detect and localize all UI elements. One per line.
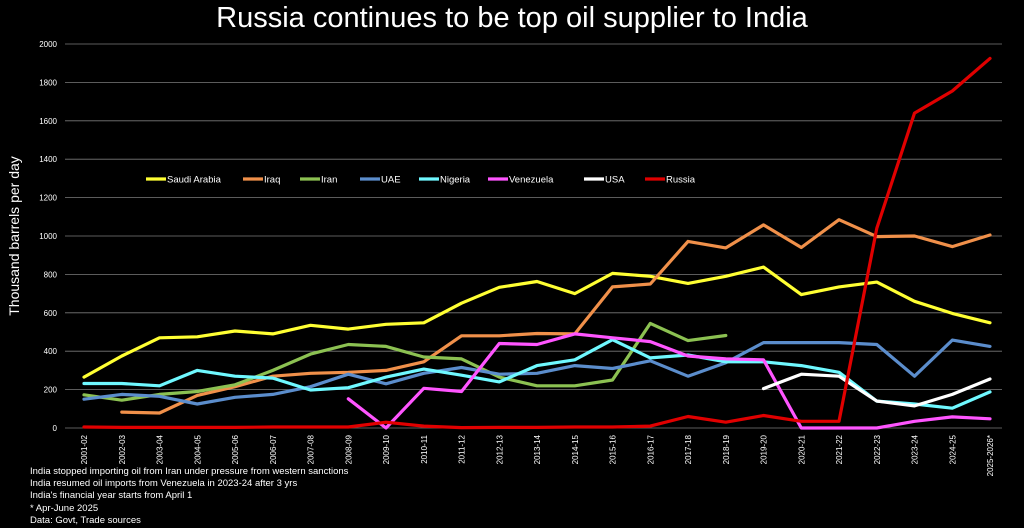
chart-title: Russia continues to be top oil supplier … <box>216 2 808 34</box>
series-line-uae <box>82 338 992 406</box>
gridlines <box>65 43 1002 429</box>
y-tick-label: 600 <box>44 309 58 318</box>
note-venezuela: India resumed oil imports from Venezuela… <box>30 478 298 490</box>
x-tick-label: 2008-09 <box>344 434 353 464</box>
note-period: * Apr-June 2025 <box>30 502 99 514</box>
legend-label-saudi-arabia: Saudi Arabia <box>167 175 222 186</box>
legend: Saudi Arabia Iraq Iran UAE Nigeria Venezuela U… <box>146 175 696 186</box>
x-tick-label: 2018-19 <box>722 434 731 464</box>
x-tick-label: 2017-18 <box>684 434 693 464</box>
y-tick-label: 800 <box>44 270 58 279</box>
series-line-russia <box>82 56 992 430</box>
x-tick-label: 2016-17 <box>646 434 655 464</box>
y-tick-label: 1000 <box>39 232 57 241</box>
x-tick-label: 2024-25 <box>948 434 957 464</box>
x-tick-label: 2012-13 <box>495 434 504 464</box>
x-tick-label: 2007-08 <box>307 434 316 464</box>
series-line-nigeria <box>82 338 992 410</box>
legend-label-uae: UAE <box>381 175 401 186</box>
note-iran: India stopped importing oil from Iran un… <box>30 466 349 477</box>
series-line-venezuela <box>346 332 992 430</box>
legend-label-usa: USA <box>605 175 625 186</box>
note-fiscal-year: India's financial year starts from April… <box>30 490 193 502</box>
x-tick-label: 2003-04 <box>156 434 165 464</box>
y-tick-label: 1200 <box>39 194 57 203</box>
y-tick-label: 1400 <box>39 155 57 164</box>
series-lines <box>82 56 992 430</box>
x-tick-label: 2013-14 <box>533 434 542 464</box>
y-tick-label: 1800 <box>39 78 57 87</box>
y-tick-label: 2000 <box>39 40 57 49</box>
x-tick-label: 2021-22 <box>835 434 844 464</box>
y-tick-label: 1600 <box>39 117 57 126</box>
x-tick-label: 2023-24 <box>911 434 920 464</box>
series-line-saudi-arabia <box>82 265 992 379</box>
x-tick-label: 2002-03 <box>118 434 127 464</box>
legend-label-iraq: Iraq <box>264 175 280 186</box>
footnotes: India stopped importing oil from Iran un… <box>30 466 348 527</box>
legend-label-venezuela: Venezuela <box>509 175 554 186</box>
x-tick-label: 2004-05 <box>193 434 202 464</box>
y-axis: 0 200 400 600 800 1000 1200 1400 1600 1800 2000 <box>39 40 57 433</box>
x-tick-label: 2015-16 <box>609 434 618 464</box>
legend-label-nigeria: Nigeria <box>440 175 471 186</box>
x-axis: 2001-02 2002-03 2003-04 2004-05 2005-06 2006-… <box>80 434 995 476</box>
y-axis-label: Thousand barrels per day <box>6 156 22 316</box>
x-tick-label: 2025-2026* <box>986 435 995 476</box>
x-tick-label: 2022-23 <box>873 434 882 464</box>
x-tick-label: 2019-20 <box>760 434 769 464</box>
x-tick-label: 2020-21 <box>797 434 806 464</box>
series-line-usa <box>761 372 992 408</box>
x-tick-label: 2009-10 <box>382 434 391 464</box>
y-tick-label: 0 <box>53 424 58 433</box>
x-tick-label: 2011-12 <box>458 434 467 463</box>
x-tick-label: 2001-02 <box>80 434 89 464</box>
note-source: Data: Govt, Trade sources <box>30 514 141 526</box>
y-tick-label: 400 <box>44 347 58 356</box>
y-tick-label: 200 <box>44 386 58 395</box>
x-tick-label: 2006-07 <box>269 434 278 464</box>
legend-label-russia: Russia <box>666 175 696 186</box>
x-tick-label: 2010-11 <box>420 434 429 463</box>
legend-label-iran: Iran <box>321 175 337 186</box>
x-tick-label: 2005-06 <box>231 434 240 464</box>
x-tick-label: 2014-15 <box>571 434 580 464</box>
series-line-iran <box>82 321 728 402</box>
